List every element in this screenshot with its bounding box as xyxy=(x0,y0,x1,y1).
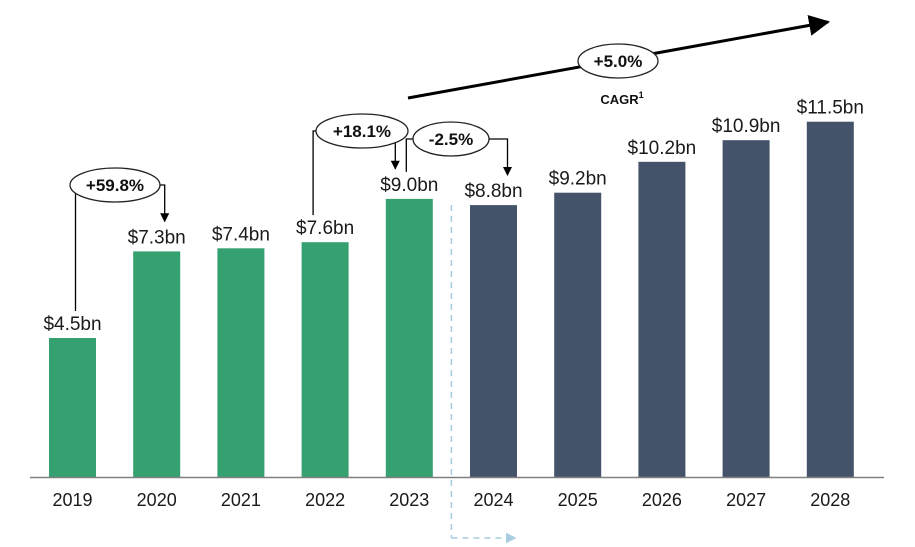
growth-oval xyxy=(412,121,490,157)
growth-oval xyxy=(315,113,409,149)
tick-label-2028: 2028 xyxy=(810,490,850,510)
tick-label-2022: 2022 xyxy=(305,490,345,510)
cagr-oval xyxy=(577,43,659,79)
value-labels-group: $4.5bn $7.3bn $7.4bn $7.6bn $9.0bn $8.8bn $9.2… xyxy=(43,98,864,335)
tick-label-2027: 2027 xyxy=(726,490,766,510)
value-label-2022: $7.6bn xyxy=(296,218,354,239)
tick-label-2024: 2024 xyxy=(473,490,513,510)
growth-arrow xyxy=(489,138,513,176)
bar-2021 xyxy=(217,248,265,477)
tick-label-2019: 2019 xyxy=(52,490,92,510)
bars-group xyxy=(49,121,854,478)
cagr-footnote: 1 xyxy=(639,90,644,100)
growth-bracket-left xyxy=(312,130,316,216)
cagr-annotation: +5.0% CAGR1 xyxy=(407,15,831,107)
value-label-2019: $4.5bn xyxy=(43,314,101,335)
bar-2027 xyxy=(722,140,770,477)
growth-annotation-2023-2024: -2.5% xyxy=(405,121,513,176)
growth-annotation-2019-2020: +59.8% xyxy=(69,167,170,311)
growth-oval xyxy=(69,167,161,203)
value-label-2028: $11.5bn xyxy=(797,98,864,119)
growth-label: -2.5% xyxy=(429,130,473,149)
cagr-value: +5.0% xyxy=(594,52,643,71)
value-label-2020: $7.3bn xyxy=(128,227,186,248)
bar-2020 xyxy=(133,251,181,477)
growth-annotations-group: +59.8% +18.1% -2.5% xyxy=(69,113,513,311)
tick-label-2026: 2026 xyxy=(642,490,682,510)
bar-2024 xyxy=(470,205,517,477)
growth-arrow xyxy=(160,184,170,223)
tick-label-2023: 2023 xyxy=(389,490,429,510)
value-label-2023: $9.0bn xyxy=(380,175,438,196)
growth-label: +59.8% xyxy=(86,176,144,195)
cagr-label: CAGR1 xyxy=(600,90,643,107)
growth-bracket-left xyxy=(70,184,77,311)
tick-labels-group: 2019 2020 2021 2022 2023 2024 2025 2026 2027 2028 xyxy=(52,490,850,510)
value-label-2024: $8.8bn xyxy=(464,181,522,202)
bar-2019 xyxy=(49,338,96,477)
growth-bracket-left xyxy=(405,138,413,172)
bar-2025 xyxy=(554,192,602,477)
bar-2023 xyxy=(385,198,433,477)
value-label-2021: $7.4bn xyxy=(212,224,270,245)
growth-label: +18.1% xyxy=(333,122,391,141)
growth-annotation-2022-2023: +18.1% xyxy=(312,113,409,216)
value-label-2027: $10.9bn xyxy=(712,116,781,137)
tick-label-2020: 2020 xyxy=(137,490,177,510)
bar-2022 xyxy=(301,242,349,477)
value-label-2026: $10.2bn xyxy=(628,138,697,159)
bar-2028 xyxy=(806,121,854,477)
tick-label-2025: 2025 xyxy=(558,490,598,510)
forecast-divider xyxy=(450,205,517,544)
value-label-2025: $9.2bn xyxy=(549,169,607,190)
bar-2026 xyxy=(638,161,686,478)
tick-label-2021: 2021 xyxy=(221,490,261,510)
